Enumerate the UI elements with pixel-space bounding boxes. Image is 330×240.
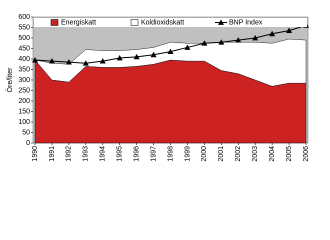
x-tick-label: 2000: [201, 146, 208, 162]
y-tick-label: 250: [18, 87, 30, 94]
chart: Öre/liter 0 50 100 150 200 250 300 350 400 450 500…: [6, 14, 310, 162]
legend-swatch: [50, 19, 59, 26]
marker: [99, 58, 106, 64]
y-tick-label: 450: [18, 45, 30, 52]
marker: [218, 39, 225, 45]
legend-label: Koldioxidskatt: [141, 19, 184, 26]
x-tick-label: 1994: [100, 146, 107, 162]
y-tick-label: 200: [18, 98, 30, 105]
x-tick-label: 2006: [303, 146, 310, 162]
legend-label: BNP Index: [229, 19, 263, 26]
y-tick-label: 350: [18, 66, 30, 73]
marker: [167, 48, 174, 55]
x-tick-label: 2001: [218, 146, 225, 162]
x-tick-label: 1995: [117, 146, 124, 162]
x-tick-label: 1992: [66, 146, 73, 162]
marker: [82, 60, 89, 66]
y-tick-label: 400: [18, 56, 30, 63]
marker: [150, 51, 157, 58]
y-tick-label: 150: [18, 108, 30, 115]
x-tick-label: 1997: [150, 146, 157, 162]
x-tick-label: 2005: [286, 146, 293, 162]
y-axis-label: Öre/liter: [6, 67, 14, 93]
marker: [133, 53, 140, 60]
y-tick-label: 100: [18, 119, 30, 126]
x-tick-label: 1998: [167, 146, 174, 162]
legend: [34, 18, 307, 27]
y-tick-label: 300: [18, 77, 30, 84]
x-tick-label: 1993: [83, 146, 90, 162]
marker: [286, 27, 293, 34]
x-tick-label: 1999: [184, 146, 191, 162]
marker: [184, 44, 191, 50]
marker: [65, 59, 72, 65]
y-tick-label: 50: [22, 129, 30, 136]
marker: [269, 30, 276, 37]
x-tick-label: 2004: [269, 146, 276, 162]
x-tick-label: 2003: [252, 146, 259, 162]
marker: [32, 57, 38, 63]
y-tick-label: 0: [26, 140, 30, 147]
marker: [116, 54, 123, 61]
legend-swatch: [218, 19, 224, 25]
x-tick-label: 1990: [32, 146, 39, 162]
x-tick-label: 1996: [133, 146, 140, 162]
legend-swatch: [130, 19, 139, 26]
y-tick-label: 600: [18, 14, 30, 21]
x-tick-label: 2002: [235, 146, 242, 162]
x-tick-label: 1991: [49, 146, 56, 162]
area: [34, 38, 307, 87]
y-tick-label: 500: [18, 35, 30, 42]
marker: [48, 58, 55, 64]
marker: [235, 37, 242, 43]
marker: [252, 35, 259, 41]
marker: [201, 40, 208, 46]
y-tick-label: 550: [18, 24, 30, 31]
legend-label: Energiskatt: [61, 19, 96, 26]
